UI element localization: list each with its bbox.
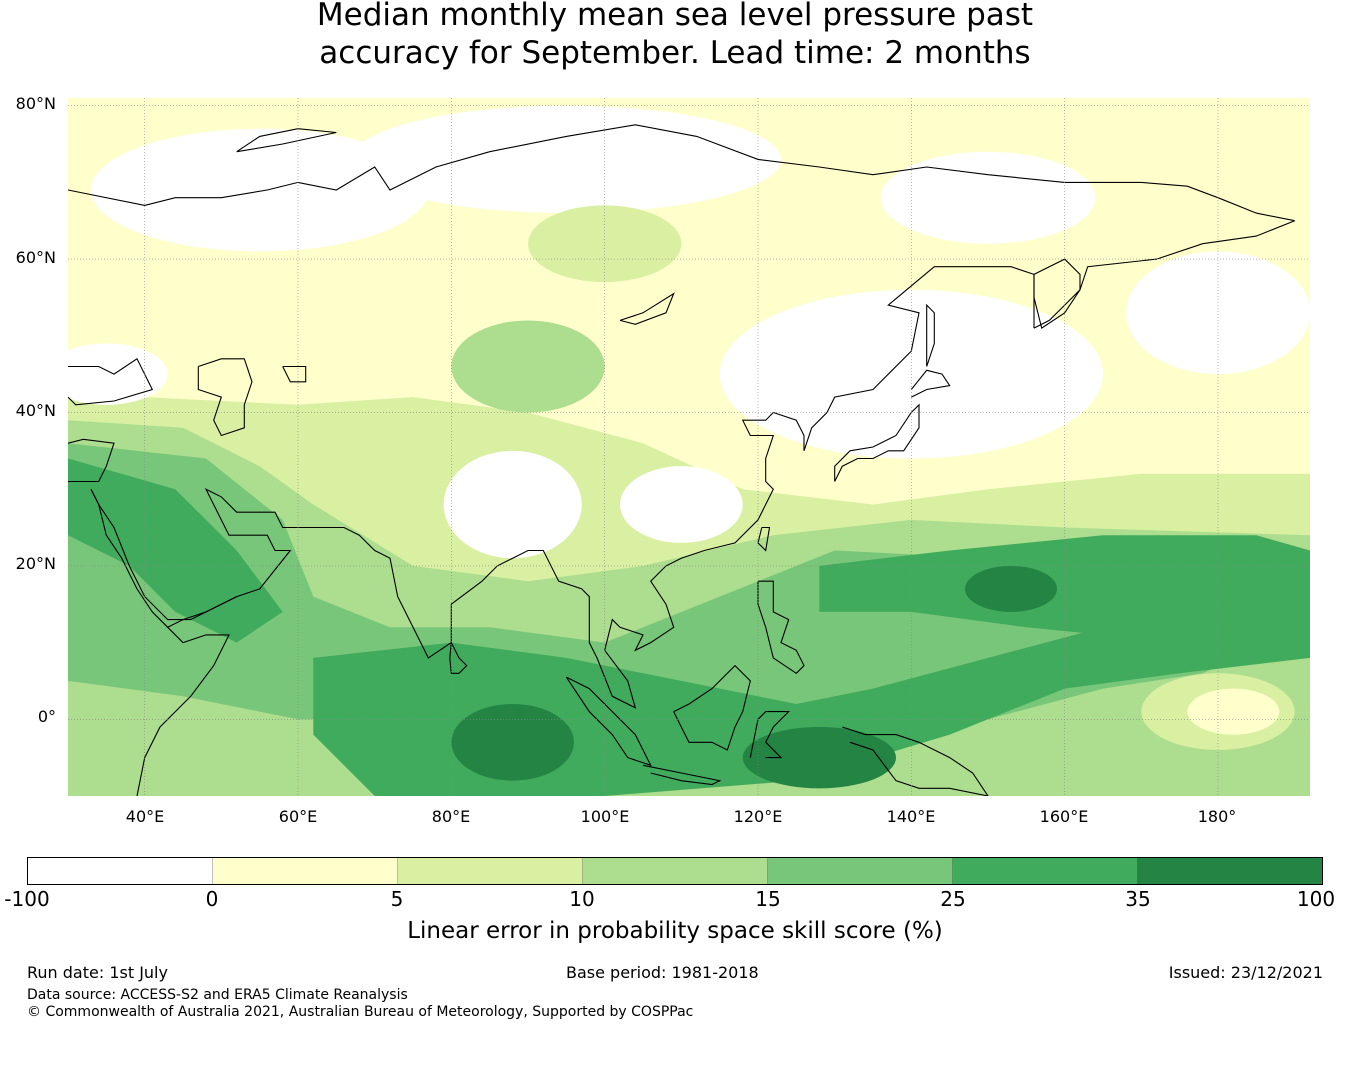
field-light-green-central-siberia <box>528 205 682 283</box>
field-arabia-strong <box>68 458 283 643</box>
coastline-japan-honshu <box>834 403 920 482</box>
colorbar-bin-10-15 <box>583 858 768 884</box>
coastline-philippines <box>757 580 805 675</box>
coastline-new-guinea <box>842 726 989 796</box>
coastline-aral <box>282 365 307 383</box>
map-title: Median monthly mean sea level pressure p… <box>0 0 1350 72</box>
coastline-baikal <box>619 292 675 325</box>
copyright: © Commonwealth of Australia 2021, Austra… <box>27 1004 694 1020</box>
field-white-bering <box>1126 251 1310 375</box>
map-canvas <box>68 98 1310 796</box>
colorbar <box>27 857 1323 885</box>
colorbar-bin-5-10 <box>398 858 583 884</box>
field-white-black-sea <box>68 343 168 405</box>
coastline-asia-mainland <box>90 220 1295 709</box>
lon-label-40e: 40°E <box>125 807 165 826</box>
issued-date: Issued: 23/12/2021 <box>1168 963 1323 982</box>
colorbar-tick-100: 100 <box>1296 887 1336 911</box>
run-date: Run date: 1st July <box>27 963 168 982</box>
field-white-siberia-north <box>351 105 781 214</box>
colorbar-bin-minus100-0 <box>28 858 213 884</box>
colorbar-bin-0-5 <box>213 858 398 884</box>
field-white-south-china <box>620 466 743 543</box>
coastline-hokkaido <box>910 369 951 398</box>
coastline-taiwan <box>757 526 771 552</box>
coastline-mediterranean-east <box>68 438 115 483</box>
field-west-pacific-strong <box>819 535 1310 643</box>
colorbar-label: Linear error in probability space skill … <box>407 918 943 944</box>
colorbar-tick-minus100: -100 <box>4 887 50 911</box>
map-title-line-2: accuracy for September. Lead time: 2 mon… <box>319 35 1031 71</box>
field-equatorial-pacific-pale <box>1187 688 1280 735</box>
coastline-sri-lanka <box>449 642 468 674</box>
lon-label-120e: 120°E <box>733 807 783 826</box>
lon-label-100e: 100°E <box>580 807 630 826</box>
coastline-borneo <box>673 664 751 751</box>
gridlines <box>68 98 1310 796</box>
coastline-sulawesi <box>749 711 791 759</box>
colorbar-bin-35-100 <box>1138 858 1322 884</box>
coastline-caspian <box>197 358 253 437</box>
lon-label-60e: 60°E <box>278 807 318 826</box>
lon-label-160e: 160°E <box>1039 807 1089 826</box>
lon-label-80e: 80°E <box>431 807 471 826</box>
base-period: Base period: 1981-2018 <box>566 963 759 982</box>
field-darkest-bay-of-bengal <box>451 703 574 781</box>
field-darkest-pacific <box>965 565 1057 612</box>
field-green-mongolia <box>451 320 605 413</box>
colorbar-bin-15-25 <box>768 858 953 884</box>
coastline-java <box>642 764 722 786</box>
coastline-novaya-zemlya <box>236 128 337 153</box>
colorbar-tick-15: 15 <box>755 887 781 911</box>
colorbar-tick-0: 0 <box>205 887 219 911</box>
coastline-kamchatka <box>1033 258 1081 329</box>
coastlines <box>68 124 1295 796</box>
lat-label-80n: 80°N <box>15 94 56 113</box>
lon-label-180: 180° <box>1197 807 1237 826</box>
field-white-east-siberia <box>880 151 1096 244</box>
coastline-gulf-of-aden <box>167 596 237 628</box>
lon-label-140e: 140°E <box>886 807 936 826</box>
field-darkest-indonesia <box>742 726 896 789</box>
skill-score-map <box>68 98 1310 796</box>
colorbar-bin-25-35 <box>953 858 1138 884</box>
skill-score-field <box>68 98 1310 796</box>
coastline-arctic <box>68 124 1295 222</box>
map-title-line-1: Median monthly mean sea level pressure p… <box>316 0 1034 33</box>
colorbar-tick-10: 10 <box>569 887 595 911</box>
lat-label-40n: 40°N <box>15 401 56 420</box>
colorbar-tick-25: 25 <box>940 887 966 911</box>
colorbar-tick-5: 5 <box>390 887 404 911</box>
field-white-barents <box>91 128 429 252</box>
colorbar-tick-35: 35 <box>1125 887 1151 911</box>
lat-label-60n: 60°N <box>15 248 56 267</box>
data-source: Data source: ACCESS-S2 and ERA5 Climate … <box>27 987 408 1003</box>
lat-label-0: 0° <box>37 707 56 726</box>
lat-label-20n: 20°N <box>15 554 56 573</box>
coastline-east-africa <box>90 488 230 796</box>
field-white-tibet <box>443 450 582 559</box>
coastline-sakhalin <box>926 303 935 367</box>
